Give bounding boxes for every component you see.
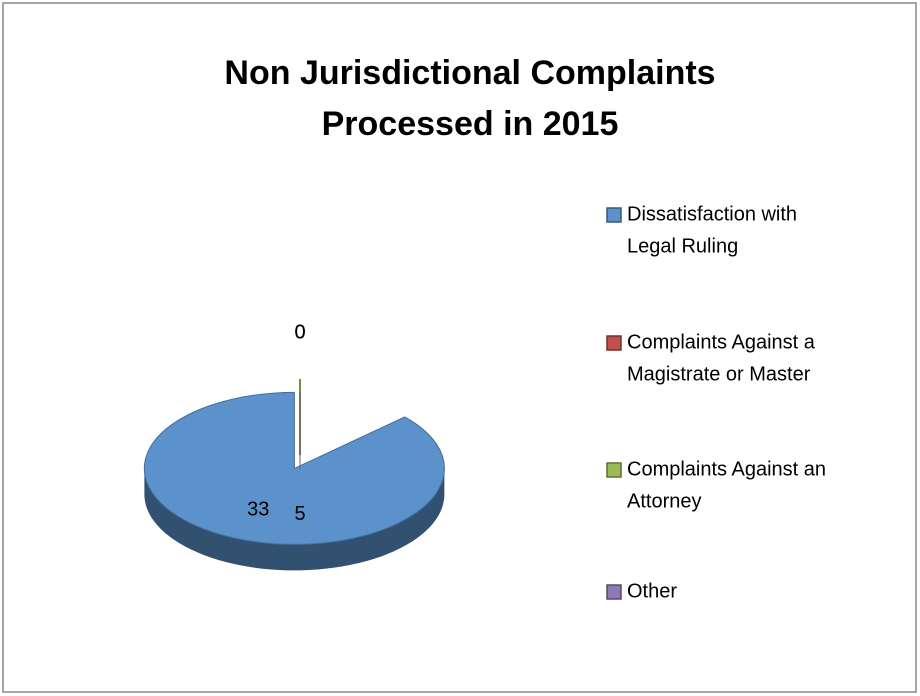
chart-title: Processed in 2015 [322, 105, 619, 143]
data-label: 33 [247, 498, 269, 520]
data-label: 5 [294, 503, 305, 525]
legend-swatch [606, 335, 622, 351]
legend-label: Complaints Against a [627, 331, 816, 353]
legend-label: Legal Ruling [627, 235, 738, 257]
legend-label: Dissatisfaction with [627, 203, 797, 225]
data-label: 0 [294, 322, 305, 344]
legend-label: Magistrate or Master [627, 363, 811, 385]
legend-swatch [606, 462, 622, 478]
legend-label: Attorney [627, 490, 701, 512]
legend-swatch [606, 584, 622, 600]
legend-label: Complaints Against an [627, 458, 826, 480]
slice [143, 391, 445, 545]
legend-label: Other [627, 580, 677, 602]
legend-swatch [606, 207, 622, 223]
chart-title: Non Jurisdictional Complaints [224, 54, 715, 92]
data-label: 0 [294, 322, 305, 344]
